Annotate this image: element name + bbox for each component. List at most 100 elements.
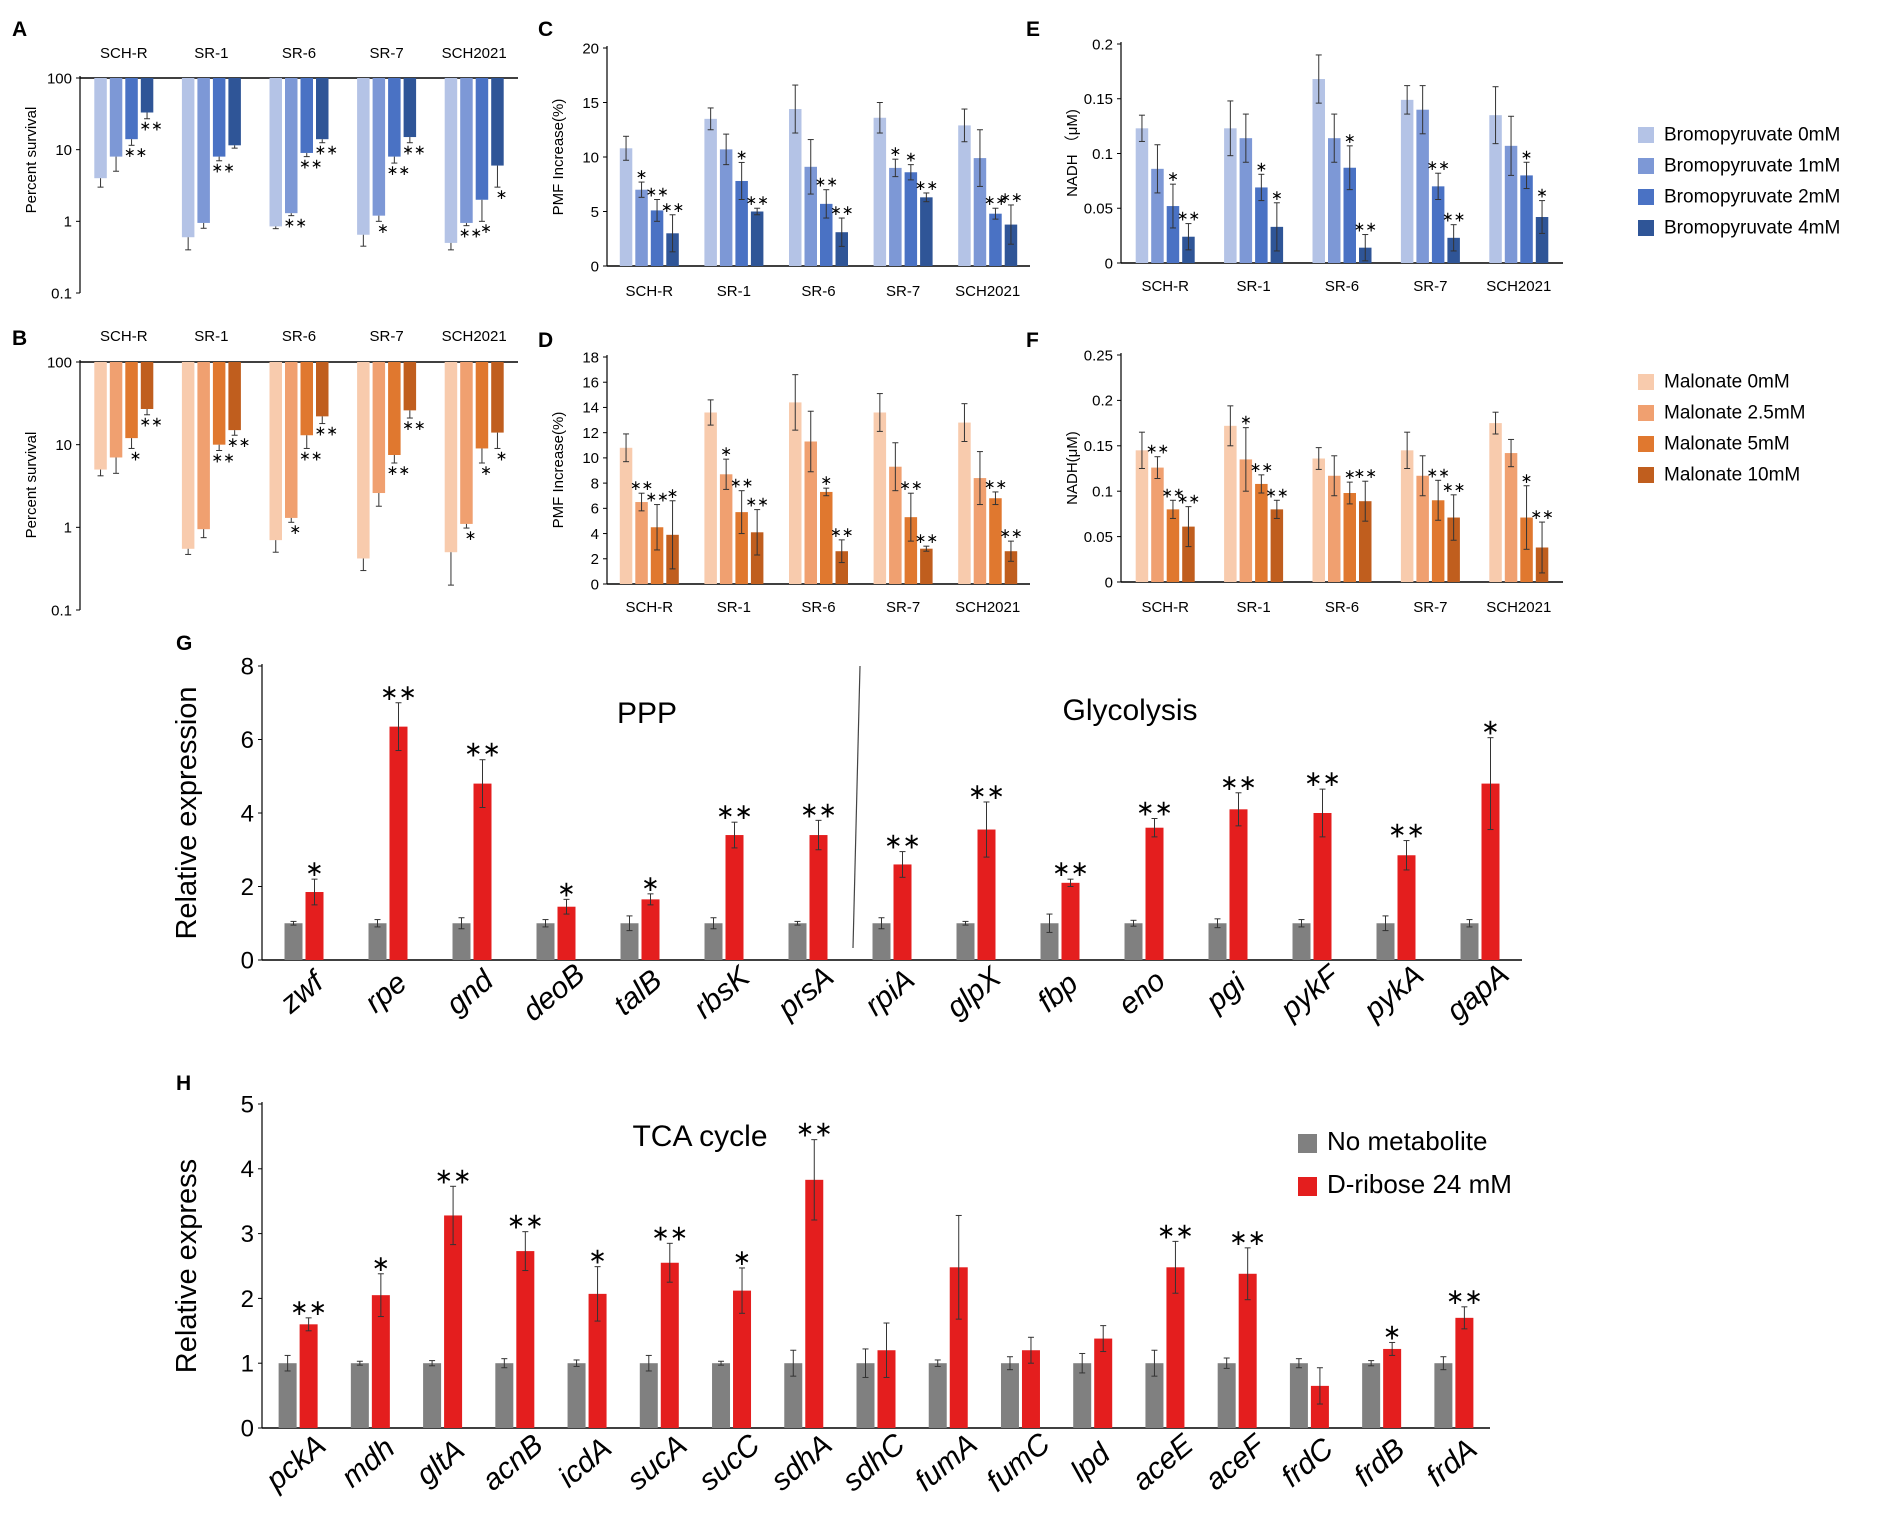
significance-stars: ∗ xyxy=(557,876,575,901)
significance-stars: ∗∗ xyxy=(1388,818,1425,843)
bar-g-no-metabolite-pyka xyxy=(1376,923,1395,960)
significance-stars: ∗∗ xyxy=(796,1117,833,1142)
bar-h-d-ribose-24-mm-acee xyxy=(1166,1267,1185,1428)
significance-stars: ∗∗ xyxy=(999,189,1022,205)
bar-d-malonate-10mm-sch2021 xyxy=(1004,551,1018,584)
panel-label-a: A xyxy=(12,18,27,41)
significance-stars: ∗ xyxy=(305,856,323,881)
bar-f-malonate-0mm-sch-r xyxy=(1135,450,1149,582)
bar-f-malonate-5mm-sr-1 xyxy=(1255,483,1268,582)
bar-b-malonate-5mm-sr-7 xyxy=(388,362,401,455)
bar-h-d-ribose-24-mm-frdb xyxy=(1383,1348,1402,1428)
bar-d-malonate-10mm-sr-1 xyxy=(750,532,764,584)
y-tick-label: 0 xyxy=(1105,574,1113,591)
y-tick-label: 2 xyxy=(241,874,254,901)
bar-a-bromopyruvate-4mm-sch2021 xyxy=(491,78,504,166)
significance-stars: ∗∗ xyxy=(380,680,417,705)
bar-g-no-metabolite-pgi xyxy=(1208,923,1227,960)
category-label: prsA xyxy=(771,960,840,1026)
bar-h-no-metabolite-mdh xyxy=(350,1363,369,1428)
significance-stars: ∗∗ xyxy=(299,156,322,172)
bar-c-bromopyruvate-0mm-sch-r xyxy=(619,148,633,266)
bar-c-bromopyruvate-4mm-sr-7 xyxy=(920,197,933,266)
y-tick-label: 16 xyxy=(582,374,599,391)
y-tick-label: 0.1 xyxy=(1092,483,1113,500)
significance-stars: ∗ xyxy=(1271,187,1283,203)
bar-h-d-ribose-24-mm-icda xyxy=(588,1293,607,1428)
category-label: SR-7 xyxy=(886,599,920,616)
significance-stars: ∗∗ xyxy=(645,489,668,505)
significance-stars: ∗∗ xyxy=(984,192,1007,208)
significance-stars: ∗∗ xyxy=(402,417,425,433)
legend-label: D-ribose 24 mM xyxy=(1327,1169,1512,1199)
legend-swatch xyxy=(1298,1134,1317,1153)
significance-stars: ∗∗ xyxy=(745,494,768,510)
significance-stars: ∗∗ xyxy=(459,225,482,241)
legend-swatch xyxy=(1638,220,1654,236)
significance-stars: ∗ xyxy=(736,146,748,162)
bar-d-malonate-5mm-sch-r xyxy=(650,527,664,584)
panel-label-f: F xyxy=(1026,329,1039,352)
significance-stars: ∗ xyxy=(1344,466,1356,482)
bar-f-malonate-2-5mm-sr-1 xyxy=(1239,459,1253,582)
bar-c-bromopyruvate-2mm-sr-6 xyxy=(820,203,833,266)
bar-h-d-ribose-24-mm-frdc xyxy=(1310,1385,1329,1428)
y-tick-label: 10 xyxy=(582,450,599,467)
bar-e-bromopyruvate-1mm-sch2021 xyxy=(1504,145,1518,263)
category-label: SR-7 xyxy=(1413,599,1447,616)
category-label: SCH2021 xyxy=(442,328,507,345)
bar-a-bromopyruvate-1mm-sr-1 xyxy=(197,78,210,223)
significance-stars: ∗ xyxy=(480,462,492,478)
y-tick-label: 0 xyxy=(591,576,599,593)
bar-h-d-ribose-24-mm-fuma xyxy=(949,1267,968,1428)
y-tick-label: 1 xyxy=(64,520,72,537)
bar-c-bromopyruvate-4mm-sch2021 xyxy=(1004,224,1018,266)
bar-g-no-metabolite-fbp xyxy=(1040,923,1059,960)
bar-h-d-ribose-24-mm-acnb xyxy=(516,1251,535,1428)
significance-stars: ∗∗ xyxy=(284,215,307,231)
y-tick-label: 0 xyxy=(591,258,599,275)
bar-a-bromopyruvate-2mm-sch2021 xyxy=(475,78,489,200)
bar-g-no-metabolite-glpx xyxy=(956,923,975,960)
bar-d-malonate-2-5mm-sr-1 xyxy=(719,474,733,584)
bar-h-d-ribose-24-mm-suca xyxy=(660,1262,679,1428)
category-label: glpX xyxy=(940,960,1008,1025)
bar-b-malonate-0mm-sr-7 xyxy=(357,362,370,559)
bar-a-bromopyruvate-0mm-sr-7 xyxy=(357,78,370,235)
bar-h-no-metabolite-fuma xyxy=(928,1363,947,1428)
bar-c-bromopyruvate-0mm-sr-7 xyxy=(873,117,887,266)
y-tick-label: 0.1 xyxy=(51,285,72,302)
bar-e-bromopyruvate-0mm-sch-r xyxy=(1135,128,1149,263)
bar-g-d-ribose-24-mm-prsa xyxy=(809,835,828,960)
significance-stars: ∗∗ xyxy=(299,447,322,463)
significance-stars: ∗ xyxy=(1167,168,1179,184)
bar-e-bromopyruvate-2mm-sr-6 xyxy=(1343,167,1356,263)
significance-stars: ∗∗ xyxy=(211,449,234,465)
bar-g-d-ribose-24-mm-glpx xyxy=(977,829,996,960)
significance-stars: ∗∗ xyxy=(815,174,838,190)
category-label: SR-7 xyxy=(1413,278,1447,295)
category-label: sucA xyxy=(621,1429,693,1497)
category-label: gltA xyxy=(410,1433,471,1492)
panel-label-h: H xyxy=(176,1072,191,1095)
bar-b-malonate-0mm-sr-6 xyxy=(269,362,282,541)
bar-b-malonate-10mm-sr-6 xyxy=(316,362,329,417)
category-label: SR-7 xyxy=(886,283,920,300)
significance-stars: ∗ xyxy=(130,447,142,463)
bar-g-no-metabolite-deob xyxy=(536,923,555,960)
bar-b-malonate-10mm-sr-7 xyxy=(403,362,417,411)
bar-c-bromopyruvate-1mm-sch-r xyxy=(635,189,648,266)
category-label: SR-6 xyxy=(1325,599,1359,616)
bar-f-malonate-2-5mm-sr-7 xyxy=(1416,475,1429,582)
significance-stars: ∗∗ xyxy=(139,414,162,430)
bar-a-bromopyruvate-0mm-sch-r xyxy=(94,78,107,179)
y-tick-label: 4 xyxy=(241,1156,254,1183)
bar-g-no-metabolite-gnd xyxy=(452,923,471,960)
legend-label: Malonate 2.5mM xyxy=(1664,403,1806,424)
significance-stars: ∗∗ xyxy=(1354,465,1377,481)
significance-stars: ∗ xyxy=(480,220,492,236)
bar-c-bromopyruvate-1mm-sr-1 xyxy=(719,149,733,266)
category-label: fumC xyxy=(980,1427,1056,1499)
bar-f-malonate-0mm-sr-1 xyxy=(1224,425,1237,582)
bar-g-d-ribose-24-mm-pykf xyxy=(1313,813,1332,960)
